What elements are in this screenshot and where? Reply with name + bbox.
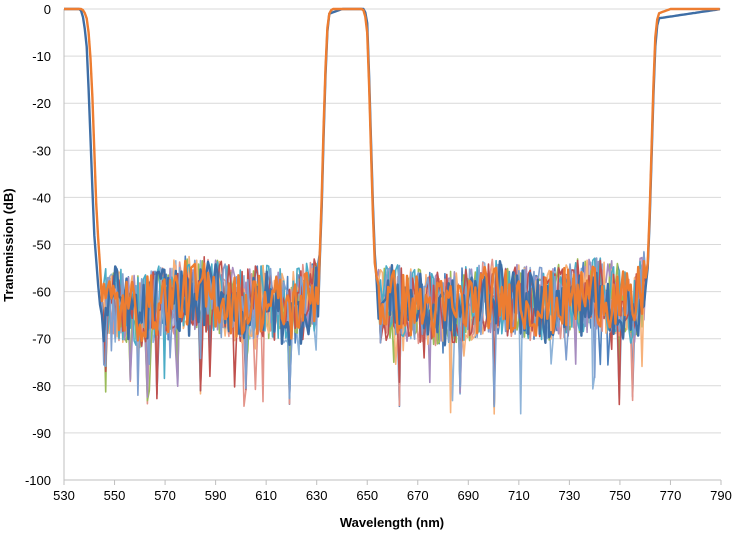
- y-tick-label-1: -10: [32, 49, 51, 64]
- x-tick-label-1: 550: [104, 488, 126, 503]
- x-tick-label-3: 590: [205, 488, 227, 503]
- y-tick-label-7: -70: [32, 332, 51, 347]
- main-series-group: [64, 7, 720, 346]
- x-tick-label-5: 630: [306, 488, 328, 503]
- noise-series-group: [64, 8, 720, 415]
- x-tick-label-8: 690: [457, 488, 479, 503]
- x-tick-label-0: 530: [53, 488, 75, 503]
- y-tick-label-6: -60: [32, 285, 51, 300]
- x-tick-label-2: 570: [154, 488, 176, 503]
- y-tick-label-5: -50: [32, 238, 51, 253]
- x-tick-labels: 530 550 570 590 610 630 650 670 690 710 730 750 770 7…: [53, 488, 732, 503]
- y-tick-label-2: -20: [32, 96, 51, 111]
- y-tick-labels: 0 -10 -20 -30 -40 -50 -60 -70 -80 -90 -100: [25, 2, 51, 488]
- y-axis-title: Transmission (dB): [1, 188, 16, 301]
- y-tick-label-3: -30: [32, 143, 51, 158]
- y-tick-label-8: -80: [32, 379, 51, 394]
- x-tick-label-7: 670: [407, 488, 429, 503]
- series-line-1: [64, 7, 720, 342]
- y-tick-label-0: 0: [44, 2, 51, 17]
- x-tick-label-9: 710: [508, 488, 530, 503]
- x-tick-label-12: 770: [660, 488, 682, 503]
- x-tick-label-13: 790: [710, 488, 732, 503]
- axes: [63, 9, 722, 485]
- y-tick-label-10: -100: [25, 473, 51, 488]
- gridlines: [64, 8, 721, 481]
- y-tick-label-4: -40: [32, 190, 51, 205]
- x-tick-label-4: 610: [255, 488, 277, 503]
- x-tick-label-6: 650: [356, 488, 378, 503]
- x-axis-title: Wavelength (nm): [340, 515, 444, 530]
- y-tick-label-9: -90: [32, 426, 51, 441]
- x-tick-label-10: 730: [559, 488, 581, 503]
- x-tick-label-11: 750: [609, 488, 631, 503]
- noise-series-1: [64, 8, 720, 415]
